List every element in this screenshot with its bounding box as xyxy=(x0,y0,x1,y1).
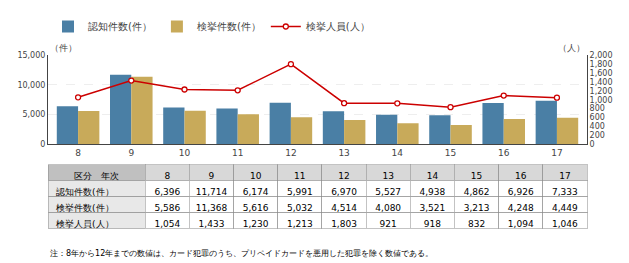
svg-text:認知件数(件）: 認知件数(件） xyxy=(88,21,152,32)
svg-text:16: 16 xyxy=(498,148,510,158)
svg-text:1,600: 1,600 xyxy=(590,69,613,78)
svg-text:11,368: 11,368 xyxy=(196,203,228,213)
svg-text:17: 17 xyxy=(559,171,570,181)
svg-text:5,032: 5,032 xyxy=(287,203,313,213)
svg-text:1,800: 1,800 xyxy=(590,60,613,69)
svg-text:4,449: 4,449 xyxy=(552,203,578,213)
svg-text:10: 10 xyxy=(250,171,262,181)
svg-text:検挙件数(件）: 検挙件数(件） xyxy=(56,203,114,213)
svg-text:15,000: 15,000 xyxy=(17,51,45,60)
svg-text:3,213: 3,213 xyxy=(464,203,490,213)
svg-text:15: 15 xyxy=(445,148,456,158)
svg-text:1,094: 1,094 xyxy=(508,219,534,229)
svg-text:（人）: （人） xyxy=(558,43,585,53)
svg-text:600: 600 xyxy=(590,113,605,122)
svg-text:0: 0 xyxy=(590,140,595,149)
svg-text:11: 11 xyxy=(232,148,243,158)
svg-text:注：8年から12年までの数値は、カード犯罪のうち、プリペイド: 注：8年から12年までの数値は、カード犯罪のうち、プリペイドカードを悪用した犯罪… xyxy=(50,249,433,258)
svg-text:15: 15 xyxy=(471,171,482,181)
svg-text:6,970: 6,970 xyxy=(331,187,357,197)
svg-text:12: 12 xyxy=(338,171,349,181)
svg-text:13: 13 xyxy=(382,171,393,181)
svg-text:9: 9 xyxy=(128,148,134,158)
svg-text:1,200: 1,200 xyxy=(590,87,613,96)
svg-text:検挙人員(人）: 検挙人員(人） xyxy=(56,219,114,229)
svg-text:17: 17 xyxy=(551,148,562,158)
svg-text:1,054: 1,054 xyxy=(154,219,180,229)
svg-text:832: 832 xyxy=(468,219,485,229)
svg-text:10,000: 10,000 xyxy=(17,81,45,90)
svg-text:1,000: 1,000 xyxy=(590,96,613,105)
svg-text:8: 8 xyxy=(75,148,81,158)
svg-text:1,230: 1,230 xyxy=(243,219,269,229)
svg-text:6,174: 6,174 xyxy=(243,187,269,197)
svg-text:2,000: 2,000 xyxy=(590,51,613,60)
svg-text:8: 8 xyxy=(164,171,170,181)
svg-text:（件）: （件） xyxy=(50,43,77,53)
svg-text:14: 14 xyxy=(392,148,404,158)
svg-text:4,938: 4,938 xyxy=(419,187,445,197)
svg-text:16: 16 xyxy=(515,171,527,181)
svg-text:9: 9 xyxy=(209,171,215,181)
svg-text:1,400: 1,400 xyxy=(590,78,613,87)
svg-text:6,396: 6,396 xyxy=(154,187,180,197)
svg-text:13: 13 xyxy=(338,148,349,158)
svg-text:4,862: 4,862 xyxy=(464,187,490,197)
svg-text:5,616: 5,616 xyxy=(243,203,269,213)
svg-text:10: 10 xyxy=(179,148,191,158)
svg-text:5,527: 5,527 xyxy=(375,187,401,197)
svg-text:4,514: 4,514 xyxy=(331,203,357,213)
svg-text:検挙件数(件）: 検挙件数(件） xyxy=(197,21,261,32)
svg-text:200: 200 xyxy=(590,131,605,140)
svg-text:12: 12 xyxy=(285,148,296,158)
svg-text:3,521: 3,521 xyxy=(419,203,445,213)
svg-text:1,213: 1,213 xyxy=(287,219,313,229)
svg-text:7,333: 7,333 xyxy=(552,187,578,197)
svg-text:認知件数(件）: 認知件数(件） xyxy=(56,187,114,197)
svg-text:400: 400 xyxy=(590,122,605,131)
svg-text:検挙人員(人）: 検挙人員(人） xyxy=(306,21,370,32)
svg-text:1,433: 1,433 xyxy=(199,219,225,229)
svg-text:11: 11 xyxy=(294,171,305,181)
svg-text:4,080: 4,080 xyxy=(375,203,401,213)
svg-text:1,046: 1,046 xyxy=(552,219,578,229)
svg-text:0: 0 xyxy=(40,140,45,149)
svg-text:区分 年次: 区分 年次 xyxy=(74,171,119,181)
svg-text:800: 800 xyxy=(590,104,605,113)
svg-text:5,000: 5,000 xyxy=(22,110,45,119)
svg-text:14: 14 xyxy=(427,171,439,181)
svg-text:11,714: 11,714 xyxy=(196,187,228,197)
svg-text:918: 918 xyxy=(424,219,441,229)
svg-text:921: 921 xyxy=(380,219,397,229)
svg-text:5,991: 5,991 xyxy=(287,187,313,197)
svg-text:1,803: 1,803 xyxy=(331,219,357,229)
svg-text:5,586: 5,586 xyxy=(154,203,180,213)
svg-text:4,248: 4,248 xyxy=(508,203,534,213)
svg-text:6,926: 6,926 xyxy=(508,187,534,197)
